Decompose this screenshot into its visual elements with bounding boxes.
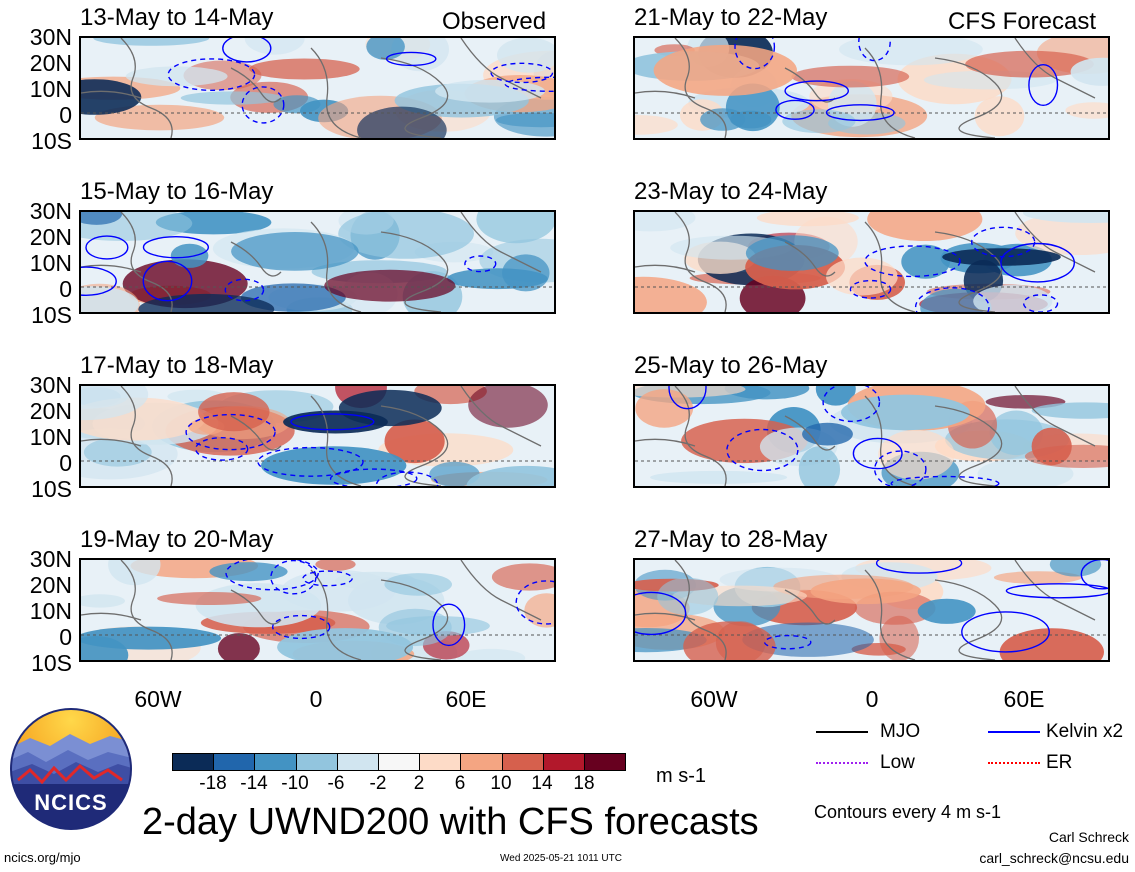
lat-label: 10N [29,250,72,276]
panel-date: 19-May to 20-May [80,526,274,553]
colorbar-tick: -10 [281,773,309,794]
legend-line-kelvin [988,731,1040,733]
ncics-logo-graphic [10,708,132,830]
map-field [635,212,1108,312]
lat-label: 10N [29,598,72,624]
map-panel [79,384,556,488]
panel-tag: Observed [442,8,547,35]
lat-label: 10S [31,302,72,328]
map-field [81,212,554,312]
colorbar-swatch [542,754,584,770]
colorbar-swatch [583,754,626,770]
panel-tag: CFS Forecast [948,8,1097,35]
colorbar-swatch [295,754,337,770]
panel-date: 15-May to 16-May [80,178,274,205]
map-panel [79,558,556,662]
footer-url: ncics.org/mjo [4,850,81,865]
legend-label-kelvin: Kelvin x2 [1046,721,1124,742]
lon-label: 60W [690,686,738,712]
lon-label: 0 [865,686,879,712]
lat-label: 0 [59,624,72,650]
panel-date: 23-May to 24-May [634,178,828,205]
colorbar-tick: -14 [240,773,268,794]
lat-label: 20N [29,224,72,250]
map-panel [633,384,1110,488]
footer-author: Carl Schreck [1048,829,1129,845]
lat-label: 30N [29,372,72,398]
lat-label: 20N [29,398,72,424]
colorbar-tick: -18 [199,773,227,794]
map-field [635,386,1108,486]
colorbar-swatch [213,754,255,770]
lat-label: 10S [31,128,72,154]
colorbar-tick: 10 [490,773,512,794]
colorbar-swatch [377,754,420,770]
legend-label-low: Low [880,752,915,773]
legend-label-mjo: MJO [880,721,921,742]
map-field [81,560,554,660]
lat-label: 0 [59,450,72,476]
colorbar-swatch [501,754,543,770]
panel-date: 13-May to 14-May [80,4,274,31]
lat-label: 10S [31,650,72,676]
colorbar-swatch [173,754,214,770]
panel-date: 25-May to 26-May [634,352,828,379]
lon-label: 60W [134,686,182,712]
map-field [81,386,554,486]
logo-text: NCICS [34,790,108,815]
map-field [81,38,554,138]
map-panel [79,210,556,314]
colorbar-tick: -6 [327,773,345,794]
colorbar-ticks: -18 -14 -10 -6 -2 2 6 10 14 18 [172,774,626,794]
map-panel [79,36,556,140]
panel-date: 27-May to 28-May [634,526,828,553]
colorbar-swatch [336,754,378,770]
colorbar-tick: -2 [369,773,387,794]
lat-label: 0 [59,102,72,128]
panel-date: 17-May to 18-May [80,352,274,379]
lon-label: 60E [445,686,487,712]
map-field [635,560,1108,660]
colorbar-swatches [172,753,626,771]
colorbar-tick: 6 [454,773,466,794]
panel-date: 21-May to 22-May [634,4,828,31]
ncics-logo: NCICS [10,708,132,830]
lat-label: 30N [29,24,72,50]
lon-label: 60E [1003,686,1045,712]
footer-email: carl_schreck@ncsu.edu [979,850,1129,866]
colorbar-units: m s-1 [656,765,706,787]
colorbar-tick: 2 [413,773,425,794]
lat-label: 10N [29,76,72,102]
main-title: 2-day UWND200 with CFS forecasts [142,801,759,843]
lat-label: 30N [29,198,72,224]
colorbar-tick: 18 [573,773,595,794]
colorbar-swatch [419,754,461,770]
footer-timestamp: Wed 2025-05-21 1011 UTC [500,853,622,864]
lat-label: 0 [59,276,72,302]
lon-label: 0 [309,686,323,712]
legend-line-er [988,762,1040,764]
colorbar-swatch [460,754,502,770]
lat-label: 10S [31,476,72,502]
colorbar-tick: 14 [531,773,553,794]
contour-note: Contours every 4 m s-1 [814,802,1002,822]
map-panel [633,36,1110,140]
lat-label: 30N [29,546,72,572]
map-panel [633,558,1110,662]
map-panel [633,210,1110,314]
legend-label-er: ER [1046,752,1073,773]
legend-line-low [816,762,868,764]
map-field [635,38,1108,138]
lat-label: 20N [29,50,72,76]
legend-line-mjo [816,731,868,733]
colorbar-swatch [254,754,296,770]
lat-label: 10N [29,424,72,450]
lat-label: 20N [29,572,72,598]
